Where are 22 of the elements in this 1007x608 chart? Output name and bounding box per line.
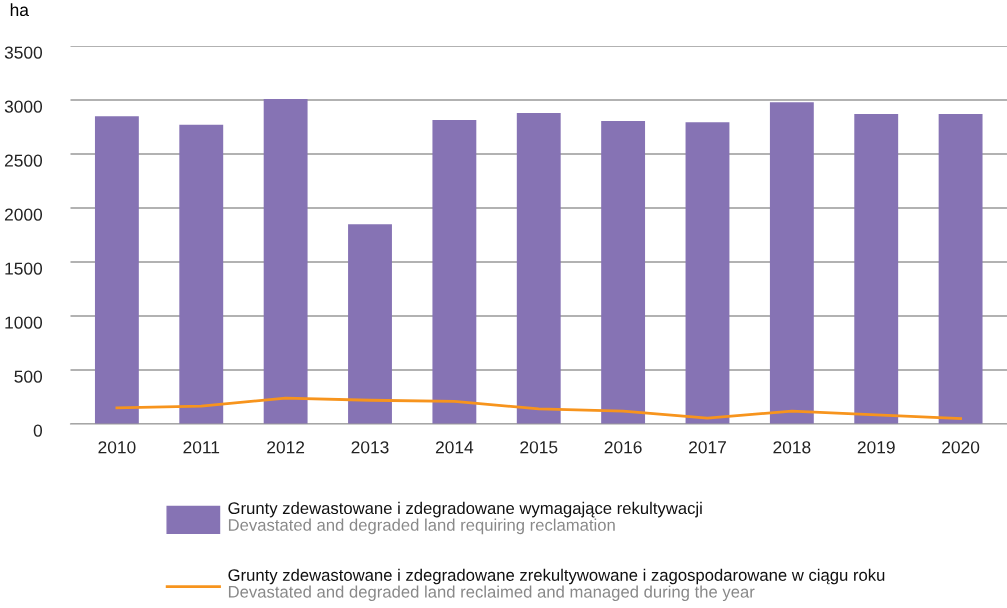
y-axis-title: ha — [10, 3, 29, 17]
x-tick-label: 2010 — [98, 441, 136, 454]
y-tick-label: 1000 — [5, 316, 43, 329]
x-tick-label: 2013 — [351, 441, 389, 454]
y-tick-label: 2500 — [4, 154, 43, 167]
y-tick-label: 1500 — [5, 262, 43, 275]
x-tick-label: 2011 — [183, 441, 220, 454]
x-tick-label: 2020 — [942, 441, 980, 454]
legend-label: Grunty zdewastowane i zdegradowane wymagające rekultywacji Devastated and degraded land requiring reclamation — [228, 501, 702, 535]
y-tick-label: 0 — [33, 424, 43, 437]
x-tick-label: 2015 — [520, 441, 558, 454]
x-tick-label: 2019 — [857, 441, 895, 454]
x-tick-label: 2014 — [435, 441, 474, 454]
y-tick-label: 3500 — [4, 46, 43, 59]
y-tick-label: 3000 — [4, 100, 43, 113]
x-tick-label: 2018 — [773, 441, 811, 454]
x-tick-label: 2012 — [267, 441, 305, 454]
x-tick-label: 2016 — [604, 441, 642, 454]
y-tick-label: 2000 — [4, 208, 43, 221]
y-tick-label: 500 — [14, 370, 43, 383]
x-tick-label: 2017 — [689, 441, 726, 454]
legend-label: Grunty zdewastowane i zdegradowane zrekultywowane i zagospodarowane w ciągu roku Devastated and degraded land reclaimed and managed during the year — [228, 568, 885, 602]
